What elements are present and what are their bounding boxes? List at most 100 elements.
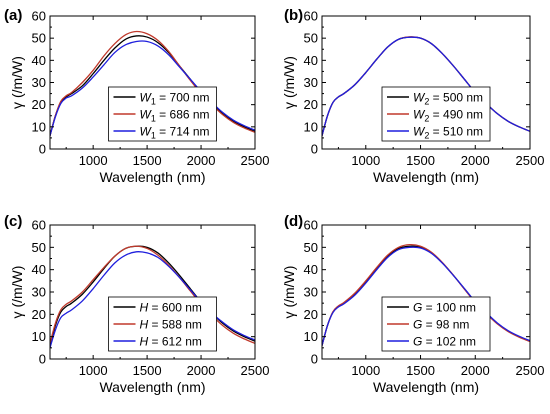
x-axis-title: Wavelength (nm) (373, 169, 479, 185)
legend: H = 600 nmH = 588 nmH = 612 nm (108, 296, 217, 352)
legend-variable: W (413, 91, 426, 105)
legend-subscript: 1 (151, 97, 156, 107)
y-tick-label: 0 (311, 352, 318, 367)
y-tick-label: 0 (311, 142, 318, 157)
series-line-2 (50, 30, 255, 136)
x-tick-label: 2500 (241, 153, 270, 168)
y-tick-label: 30 (32, 75, 46, 90)
x-tick-label: 1000 (351, 153, 380, 168)
panel-label: (b) (284, 7, 303, 24)
legend-variable: G (413, 301, 422, 315)
legend-variable: W (140, 125, 153, 139)
legend-entry: W2 = 510 nm (413, 125, 483, 141)
y-tick-label: 40 (304, 53, 318, 68)
legend-variable: H (140, 318, 149, 332)
chart-panel-2: (b) 0 10 20 30 40 50 60 1000 1500 2000 2500 Waveleng… (281, 7, 544, 185)
y-tick-label: 60 (304, 218, 318, 233)
legend-variable: H (140, 335, 149, 349)
x-tick-label: 2500 (516, 153, 545, 168)
legend-variable: G (413, 335, 422, 349)
legend-entry: G = 100 nm (413, 301, 476, 315)
legend-entry: W2 = 500 nm (413, 91, 483, 107)
legend-value: = 98 nm (422, 318, 469, 332)
legend-entry: W1 = 686 nm (140, 108, 210, 124)
y-tick-label: 20 (32, 97, 46, 112)
x-tick-label: 1000 (351, 363, 380, 378)
x-tick-label: 1000 (79, 153, 108, 168)
y-tick-label: 30 (32, 285, 46, 300)
y-axis-title: γ (/m/W) (281, 56, 297, 109)
x-tick-label: 1500 (133, 363, 162, 378)
legend-value: = 700 nm (156, 91, 210, 105)
legend-value: = 714 nm (156, 125, 210, 139)
y-tick-label: 10 (304, 329, 318, 344)
legend-subscript: 1 (151, 114, 156, 124)
y-tick-label: 50 (32, 31, 46, 46)
legend-value: = 612 nm (148, 335, 202, 349)
legend-value: = 600 nm (148, 301, 202, 315)
series-line-3 (322, 36, 530, 136)
y-tick-label: 50 (304, 240, 318, 255)
legend-subscript: 2 (424, 97, 429, 107)
y-axis-title: γ (/m/W) (9, 266, 25, 319)
panel-label: (a) (4, 7, 22, 24)
legend-entry: W1 = 700 nm (140, 91, 210, 107)
series-line-3 (322, 246, 530, 346)
legend-subscript: 2 (424, 131, 429, 141)
legend-subscript: 1 (151, 131, 156, 141)
y-tick-label: 0 (39, 352, 46, 367)
x-tick-label: 2000 (461, 153, 490, 168)
y-tick-label: 50 (32, 240, 46, 255)
x-tick-label: 1500 (406, 363, 435, 378)
x-tick-label: 2500 (516, 363, 545, 378)
y-tick-label: 40 (32, 53, 46, 68)
series-line-2 (50, 245, 255, 344)
series-line-3 (50, 40, 255, 136)
y-tick-label: 60 (32, 9, 46, 24)
legend-entry: G = 98 nm (413, 318, 469, 332)
legend-value: = 100 nm (422, 301, 476, 315)
y-tick-label: 60 (32, 218, 46, 233)
legend-value: = 490 nm (429, 108, 483, 122)
x-tick-label: 1500 (406, 153, 435, 168)
legend-value: = 102 nm (422, 335, 476, 349)
legend-value: = 686 nm (156, 108, 210, 122)
y-tick-label: 40 (32, 262, 46, 277)
legend-variable: W (413, 108, 426, 122)
legend-variable: W (413, 125, 426, 139)
panel-label: (d) (284, 213, 303, 230)
y-tick-label: 40 (304, 262, 318, 277)
chart-panel-3: (c) 0 10 20 30 40 50 60 1000 1500 2000 2500 Waveleng… (4, 213, 269, 395)
panel-label: (c) (4, 213, 22, 230)
y-tick-label: 30 (304, 75, 318, 90)
y-tick-label: 10 (32, 119, 46, 134)
y-tick-label: 30 (304, 285, 318, 300)
legend-subscript: 2 (424, 114, 429, 124)
y-tick-label: 60 (304, 9, 318, 24)
x-tick-label: 2000 (187, 363, 216, 378)
y-tick-label: 10 (32, 329, 46, 344)
y-tick-label: 0 (39, 142, 46, 157)
y-tick-label: 20 (304, 97, 318, 112)
legend-entry: H = 612 nm (140, 335, 202, 349)
x-axis-title: Wavelength (nm) (99, 169, 205, 185)
legend-entry: W1 = 714 nm (140, 125, 210, 141)
legend-entry: H = 588 nm (140, 318, 202, 332)
chart-panel-4: (d) 0 10 20 30 40 50 60 1000 1500 2000 2500 Waveleng… (281, 213, 544, 395)
legend: G = 100 nmG = 98 nmG = 102 nm (381, 296, 491, 352)
y-tick-label: 20 (304, 307, 318, 322)
legend-variable: H (140, 301, 149, 315)
legend-variable: G (413, 318, 422, 332)
x-tick-label: 1000 (79, 363, 108, 378)
y-tick-label: 10 (304, 119, 318, 134)
x-axis-title: Wavelength (nm) (373, 379, 479, 395)
chart-panel-1: (a) 0 10 20 30 40 50 60 1000 1500 2000 2500 Waveleng… (4, 7, 269, 185)
legend-variable: W (140, 108, 153, 122)
legend-entry: W2 = 490 nm (413, 108, 483, 124)
x-tick-label: 2500 (241, 363, 270, 378)
legend-entry: H = 600 nm (140, 301, 202, 315)
legend-entry: G = 102 nm (413, 335, 476, 349)
x-tick-label: 1500 (133, 153, 162, 168)
